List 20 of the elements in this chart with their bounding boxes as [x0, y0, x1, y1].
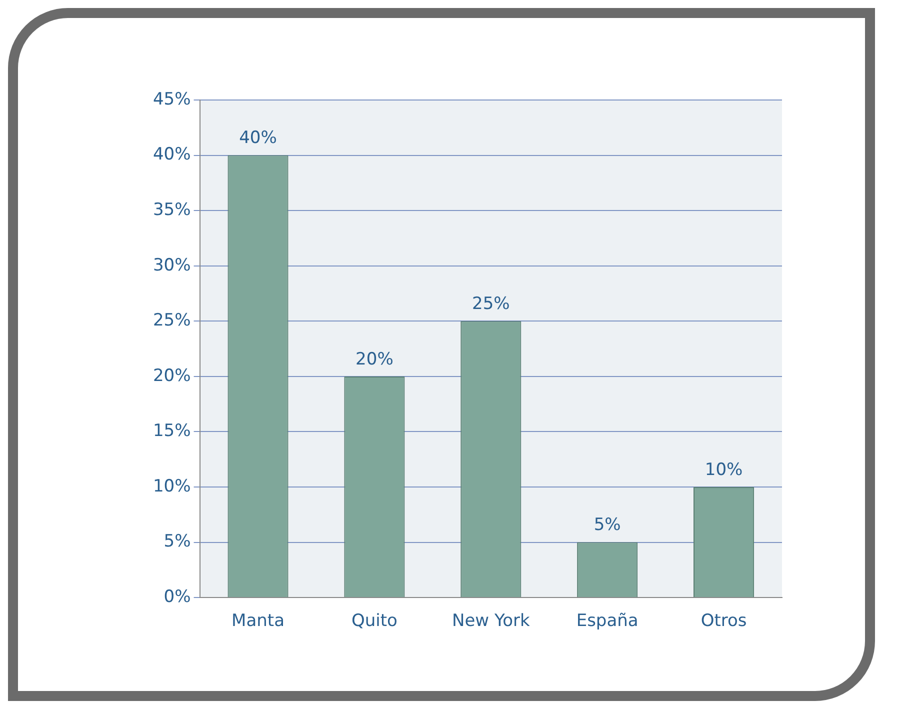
x-tick-label: New York: [452, 611, 530, 632]
data-label: 20%: [356, 349, 394, 370]
data-label: 40%: [239, 128, 277, 148]
x-tick-label: Otros: [700, 611, 747, 632]
x-tick-label: Manta: [232, 611, 284, 632]
y-tick-label: 10%: [152, 476, 191, 496]
y-tick-label: 45%: [152, 89, 191, 110]
data-label: 10%: [704, 460, 743, 480]
y-tick-label: 15%: [152, 421, 191, 442]
data-label: 25%: [472, 294, 510, 314]
y-tick-label: 0%: [164, 587, 191, 608]
y-tick-label: 5%: [164, 532, 191, 552]
x-tick-label: Quito: [351, 611, 398, 632]
y-tick-label: 35%: [152, 200, 191, 220]
y-tick-label: 25%: [152, 310, 191, 331]
x-tick-label: España: [576, 611, 638, 632]
y-tick-label: 40%: [152, 144, 191, 165]
y-tick-label: 20%: [152, 366, 191, 386]
data-label: 5%: [594, 515, 621, 536]
y-tick-label: 30%: [152, 255, 191, 276]
